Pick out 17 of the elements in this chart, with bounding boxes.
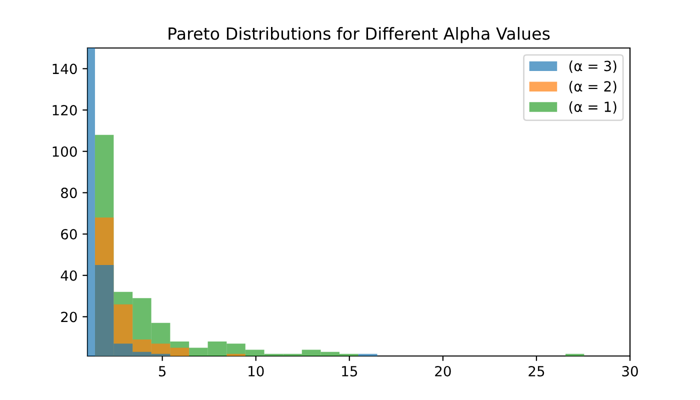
legend-label: (α = 1)	[569, 101, 616, 114]
chart-title: Pareto Distributions for Different Alpha Values	[168, 27, 550, 44]
x-tick-label: 5	[158, 366, 166, 376]
legend-label: (α = 3)	[569, 60, 616, 73]
x-tick-label: 20	[435, 366, 451, 376]
y-tick-label: 80	[61, 188, 77, 198]
y-tick-label: 120	[52, 104, 77, 116]
x-tick-label: 10	[248, 366, 264, 376]
y-tick-label: 20	[61, 312, 77, 322]
x-tick-label: 30	[622, 366, 638, 376]
legend-label: (α = 2)	[569, 80, 616, 94]
x-tick-label: 15	[342, 366, 358, 376]
y-tick-label: 100	[52, 146, 77, 157]
y-tick-label: 140	[52, 64, 77, 74]
x-tick-label: 25	[528, 366, 544, 376]
y-tick-label: 60	[61, 229, 77, 240]
y-tick-label: 40	[60, 270, 77, 281]
